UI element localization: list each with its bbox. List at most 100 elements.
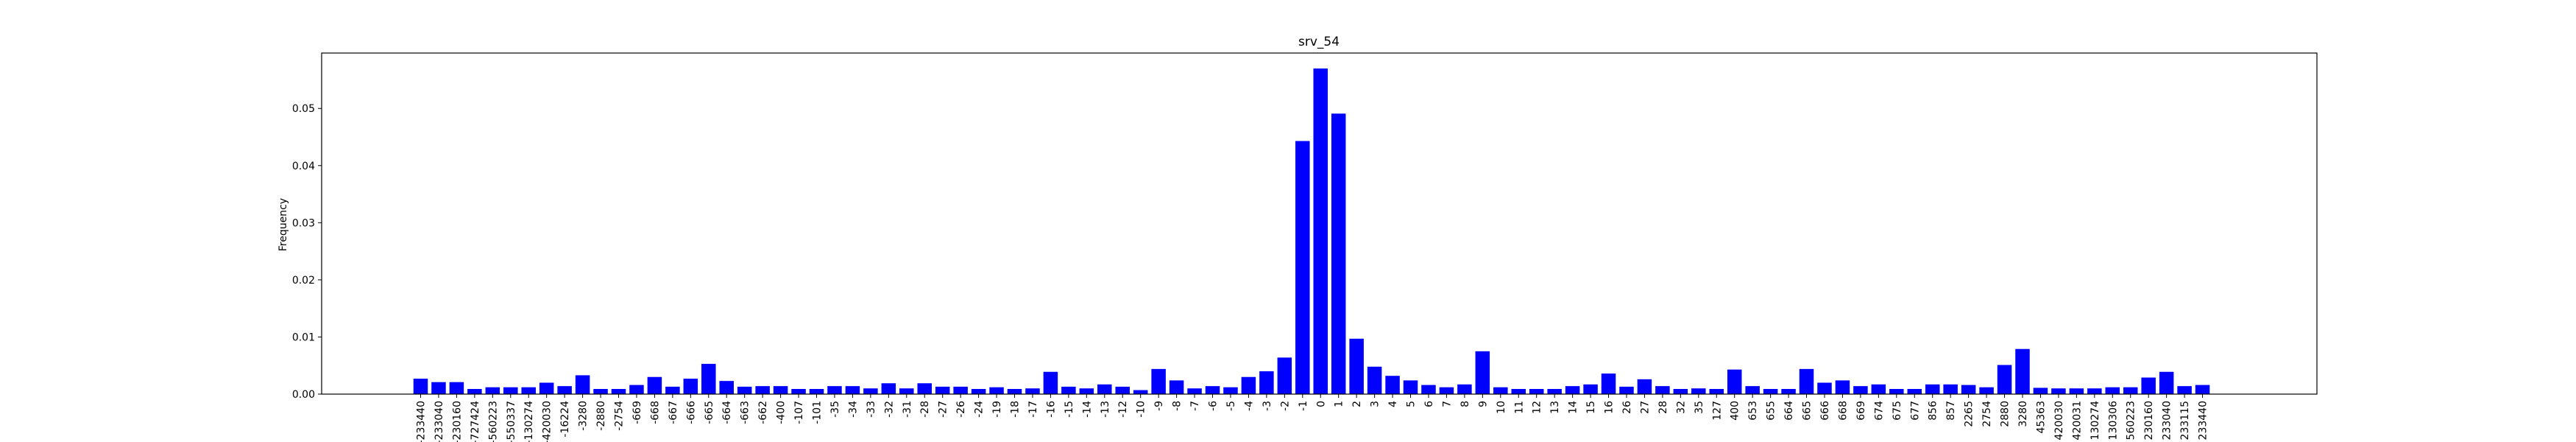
x-tick-label: -14 <box>1081 401 1093 418</box>
bar <box>539 382 554 394</box>
x-tick-label: 233040 <box>2162 401 2173 440</box>
y-tick-label: 0.00 <box>292 389 315 401</box>
bar <box>413 379 428 394</box>
bar <box>449 382 464 394</box>
x-tick-label: -727424 <box>470 401 481 442</box>
bar <box>2123 387 2138 394</box>
bar <box>1709 389 1724 394</box>
x-tick-label: -24 <box>974 401 986 418</box>
bar <box>935 386 950 394</box>
x-tick-label: 28 <box>1657 401 1669 414</box>
x-tick-label: 13 <box>1549 401 1561 414</box>
x-tick-label: 233440 <box>2198 401 2209 440</box>
x-tick-label: 127 <box>1711 401 1723 421</box>
bar <box>1583 384 1598 394</box>
x-tick-label: 664 <box>1783 401 1795 421</box>
x-tick-label: -28 <box>919 401 931 418</box>
x-tick-label: 2 <box>1351 401 1363 407</box>
x-tick-label: 130274 <box>2090 401 2101 441</box>
x-tick-label: -31 <box>902 401 913 418</box>
bar <box>1925 384 1940 394</box>
bar <box>575 375 590 394</box>
bar <box>1097 384 1112 394</box>
x-tick-label: -13 <box>1100 401 1111 418</box>
x-tick-label: -33 <box>866 401 877 418</box>
bar <box>1115 386 1130 394</box>
bar <box>1475 351 1490 394</box>
x-tick-label: -27 <box>938 401 949 418</box>
bar <box>1691 388 1706 394</box>
x-tick-label: -7 <box>1189 401 1201 411</box>
x-tick-label: -26 <box>955 401 967 418</box>
bar <box>683 379 698 394</box>
bar <box>1025 388 1040 394</box>
x-tick-label: -2 <box>1279 401 1291 411</box>
bar <box>1277 357 1292 394</box>
x-tick-label: 857 <box>1945 401 1957 421</box>
bar <box>1673 389 1688 394</box>
bar <box>1907 389 1922 394</box>
bar <box>1817 382 1832 394</box>
bar <box>593 389 608 394</box>
x-tick-label: -35 <box>829 401 841 418</box>
x-tick-label: -16224 <box>559 401 571 438</box>
bar <box>917 383 932 394</box>
bar <box>701 363 716 394</box>
bar <box>665 386 680 394</box>
x-tick-label: -233440 <box>416 401 428 442</box>
x-tick-label: 856 <box>1928 401 1939 421</box>
bar <box>1655 386 1670 394</box>
y-tick-label: 0.04 <box>292 161 315 172</box>
x-tick-label: -665 <box>704 401 715 424</box>
bar <box>791 389 806 394</box>
x-tick-label: -666 <box>685 401 697 424</box>
x-tick-label: 669 <box>1855 401 1867 421</box>
bar <box>1889 389 1904 394</box>
bar <box>1601 373 1616 394</box>
x-tick-label: -668 <box>649 401 661 424</box>
x-tick-label: 12 <box>1532 401 1543 414</box>
x-tick-label: 665 <box>1802 401 1814 421</box>
x-tick-label: -3 <box>1262 401 1273 411</box>
bar <box>1349 338 1364 394</box>
bar <box>1223 387 1238 394</box>
x-tick-label: 35 <box>1694 401 1705 414</box>
bar <box>2105 387 2120 394</box>
x-tick-label: 2265 <box>1964 401 1975 427</box>
bar <box>899 388 914 394</box>
bar <box>1943 384 1958 394</box>
x-tick-label: -15 <box>1064 401 1075 418</box>
bar <box>1871 384 1886 394</box>
bar <box>1961 385 1976 394</box>
bar <box>503 387 518 394</box>
bar <box>1529 389 1544 394</box>
bar <box>1133 390 1148 394</box>
x-tick-label: -662 <box>757 401 769 424</box>
bar <box>1385 376 1400 394</box>
x-tick-label: -8 <box>1172 401 1183 411</box>
y-ticks: 0.00 0.01 0.02 0.03 0.04 0.05 <box>292 103 322 401</box>
bar <box>2033 387 2048 394</box>
bar <box>1853 386 1868 394</box>
x-tick-label: -663 <box>740 401 751 424</box>
x-tick-label: -560223 <box>487 401 499 442</box>
bar <box>989 387 1004 394</box>
bar <box>1493 387 1508 394</box>
x-tick-label: 45363 <box>2035 401 2047 434</box>
bar <box>467 389 482 394</box>
bar <box>1421 385 1436 394</box>
bar <box>863 388 878 394</box>
x-tick-label: -550337 <box>506 401 517 442</box>
x-tick-label: 32 <box>1675 401 1687 414</box>
x-tick-label: 3280 <box>2017 401 2029 427</box>
bar <box>1727 369 1742 394</box>
bar <box>2159 371 2174 394</box>
x-tick-label: -667 <box>668 401 679 424</box>
bar <box>1187 388 1202 394</box>
bar <box>1151 368 1166 394</box>
bar <box>1403 380 1418 394</box>
x-tick-label: -233040 <box>434 401 445 442</box>
bar <box>1799 368 1814 394</box>
x-tick-label: 10 <box>1496 401 1507 414</box>
